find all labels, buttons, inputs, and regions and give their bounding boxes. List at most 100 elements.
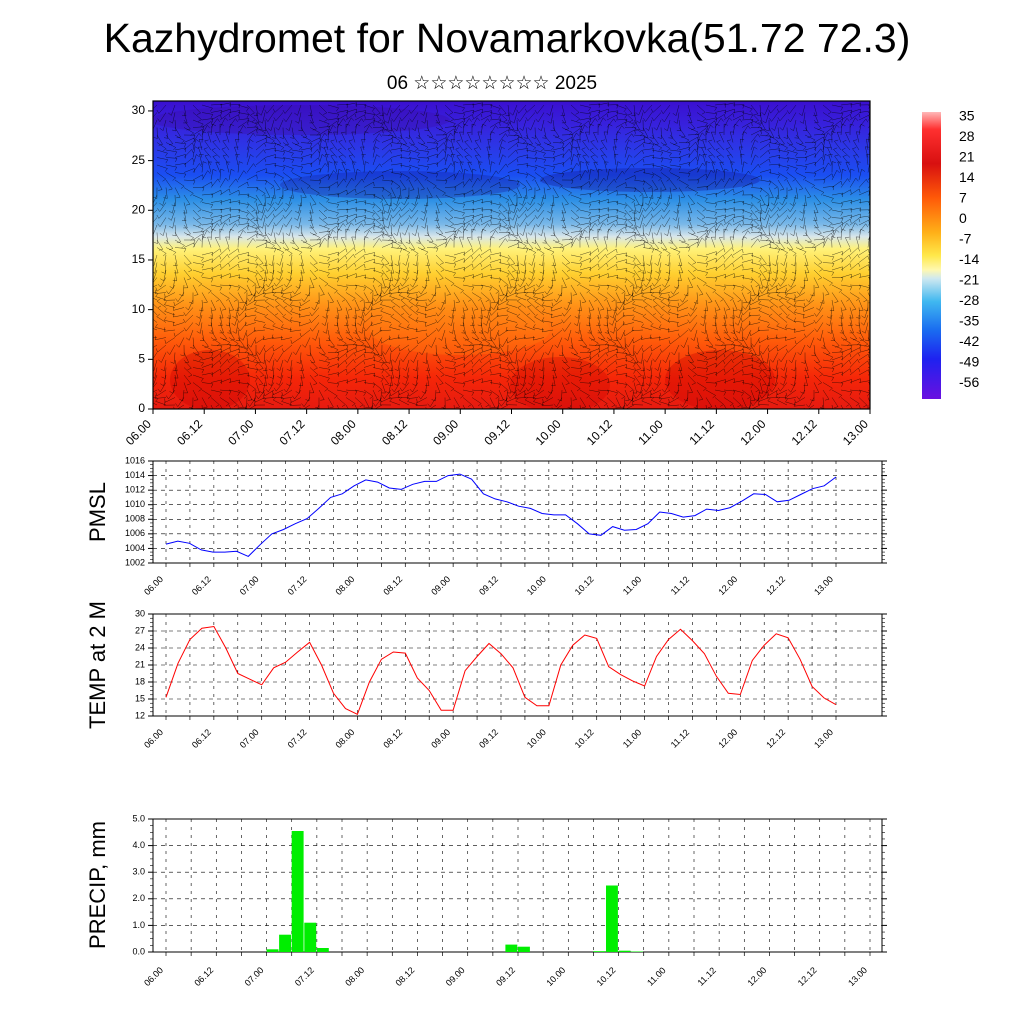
y-tick-label: 15	[132, 252, 146, 266]
precip-axes: 0.0 1.0 2.0 3.0 4.0 5.0 06.00 06.12 07.00 07.12 08…	[132, 813, 887, 988]
y-tick-label: 1012	[125, 485, 145, 495]
y-tick-label: 21	[135, 659, 145, 669]
x-tick-label: 08.12	[381, 727, 404, 750]
x-tick-label: 09.12	[494, 965, 517, 988]
x-tick-label: 06.00	[142, 574, 165, 597]
x-tick-label: 11.00	[621, 727, 644, 750]
colorbar-label: 14	[959, 169, 975, 185]
x-tick-label: 09.12	[477, 727, 500, 750]
precip-bar	[606, 885, 618, 952]
x-tick-label: 06.12	[174, 417, 205, 448]
precip-bar	[618, 950, 631, 952]
y-tick-label: 20	[132, 202, 146, 216]
chart-title: Kazhydromet for Novamarkovka(51.72 72.3)	[103, 15, 911, 61]
x-tick-label: 12.00	[737, 417, 768, 448]
x-tick-label: 08.00	[328, 417, 359, 448]
x-tick-label: 10.00	[544, 965, 567, 988]
cross-section-panel: 0 5 10 15 20 25 30 06.00 06.12 07.00 07.12 08.00 08.…	[123, 100, 871, 448]
x-tick-label: 11.12	[669, 727, 692, 750]
x-tick-label: 07.00	[238, 727, 261, 750]
y-tick-label: 27	[135, 625, 145, 635]
x-tick-label: 07.00	[243, 965, 266, 988]
wind-barbs	[153, 102, 870, 409]
temp-line	[165, 625, 837, 715]
temperature-field	[153, 101, 870, 409]
temperature-anomaly	[280, 171, 520, 199]
y-tick-label: 5.0	[132, 813, 145, 823]
pmsl-panel: 1002 1004 1006 1008 1010 1012 1014 1016 06.00 06.…	[85, 455, 887, 597]
y-tick-label: 10	[132, 302, 146, 316]
colorbar-label: -49	[959, 354, 979, 370]
y-tick-label: 25	[132, 153, 146, 167]
precip-bar	[291, 831, 304, 952]
temperature-anomaly	[665, 350, 775, 409]
precip-ylabel: PRECIP, mm	[85, 821, 110, 949]
temp-ylabel: TEMP at 2 M	[85, 601, 110, 729]
x-tick-label: 12.12	[796, 965, 819, 988]
x-tick-label: 09.00	[430, 417, 461, 448]
y-tick-label: 1004	[125, 543, 145, 553]
y-tick-label: 5	[138, 351, 145, 365]
x-tick-label: 12.12	[789, 417, 820, 448]
pmsl-axes: 1002 1004 1006 1008 1010 1012 1014 1016 06.00 06.…	[125, 455, 887, 597]
pmsl-line	[165, 473, 837, 557]
y-tick-label: 1.0	[132, 920, 145, 930]
x-tick-label: 08.12	[393, 965, 416, 988]
x-tick-label: 12.00	[716, 574, 739, 597]
x-tick-label: 13.00	[812, 727, 835, 750]
colorbar-label: 21	[959, 149, 975, 165]
temp-panel: 12 15 18 21 24 27 30 06.00 06.12 07.00 07.12 08.00 0…	[85, 601, 887, 750]
colorbar-scale	[922, 112, 941, 399]
wind-barb-field	[153, 102, 870, 409]
y-tick-label: 3.0	[132, 867, 145, 877]
colorbar-label: 28	[959, 128, 975, 144]
precip-frame	[152, 818, 883, 953]
y-tick-label: 0.0	[132, 946, 145, 956]
temp-grid	[153, 614, 882, 716]
colorbar-label: -7	[959, 231, 972, 247]
x-tick-label: 08.00	[333, 727, 356, 750]
colorbar-labels: 35 28 21 14 7 0 -7 -14 -21 -28 -35 -42 -49 -56	[959, 108, 979, 391]
colorbar-label: -21	[959, 272, 979, 288]
y-tick-label: 18	[135, 676, 145, 686]
x-tick-label: 10.00	[533, 417, 564, 448]
x-tick-label: 07.00	[238, 574, 261, 597]
colorbar-label: 0	[959, 210, 967, 226]
x-tick-label: 11.12	[669, 574, 692, 597]
y-tick-label: 2.0	[132, 893, 145, 903]
x-tick-label: 10.12	[584, 417, 615, 448]
y-tick-label: 30	[135, 608, 145, 618]
x-tick-label: 11.00	[621, 574, 644, 597]
x-tick-label: 09.00	[444, 965, 467, 988]
x-tick-label: 08.00	[333, 574, 356, 597]
x-tick-label: 09.12	[477, 574, 500, 597]
precip-bar	[631, 951, 643, 952]
x-tick-label: 10.12	[573, 574, 596, 597]
precip-grid	[153, 819, 882, 952]
x-tick-label: 12.00	[745, 965, 768, 988]
x-tick-label: 11.00	[635, 417, 666, 448]
pmsl-ylabel: PMSL	[85, 482, 110, 542]
y-tick-label: 30	[132, 103, 146, 117]
precip-bar	[505, 944, 518, 952]
x-tick-label: 06.12	[192, 965, 215, 988]
y-tick-label: 1008	[125, 514, 145, 524]
x-tick-label: 07.12	[286, 727, 309, 750]
y-tick-label: 24	[135, 642, 145, 652]
y-tick-label: 12	[135, 710, 145, 720]
x-tick-label: 10.12	[573, 727, 596, 750]
precip-bar	[593, 951, 606, 952]
x-tick-label: 10.00	[525, 727, 548, 750]
x-tick-label: 06.12	[190, 727, 213, 750]
x-tick-label: 13.00	[846, 965, 869, 988]
precip-panel: 0.0 1.0 2.0 3.0 4.0 5.0 06.00 06.12 07.00 07.12 08…	[85, 813, 887, 988]
x-tick-label: 10.12	[595, 965, 618, 988]
x-tick-label: 07.12	[293, 965, 316, 988]
x-tick-label: 09.12	[481, 417, 512, 448]
y-tick-label: 4.0	[132, 840, 145, 850]
colorbar-label: -14	[959, 251, 979, 267]
x-tick-label: 11.12	[687, 417, 718, 448]
pmsl-grid	[153, 461, 882, 563]
precip-bar	[316, 948, 329, 952]
y-tick-label: 1014	[125, 470, 145, 480]
